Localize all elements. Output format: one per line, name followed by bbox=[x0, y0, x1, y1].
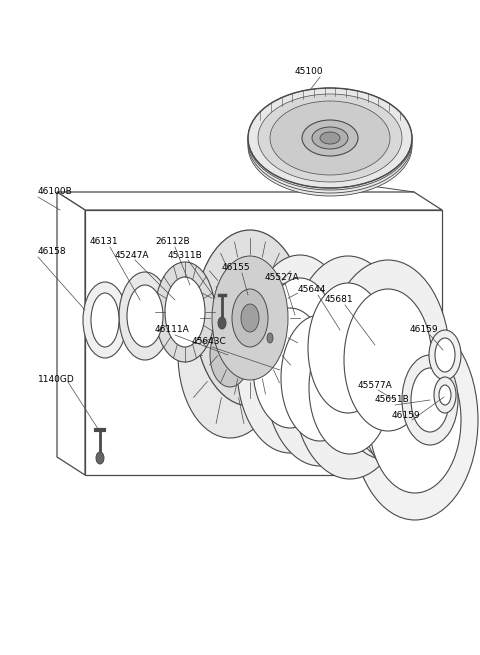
Ellipse shape bbox=[155, 262, 215, 362]
Text: 26112B: 26112B bbox=[155, 238, 190, 246]
Ellipse shape bbox=[333, 303, 447, 487]
Ellipse shape bbox=[119, 272, 171, 360]
Ellipse shape bbox=[309, 322, 391, 454]
Ellipse shape bbox=[281, 315, 359, 441]
Ellipse shape bbox=[350, 330, 430, 460]
Text: 46131: 46131 bbox=[90, 238, 119, 246]
Ellipse shape bbox=[210, 323, 250, 387]
Ellipse shape bbox=[293, 297, 407, 479]
Ellipse shape bbox=[265, 278, 335, 392]
Ellipse shape bbox=[248, 88, 412, 188]
Ellipse shape bbox=[127, 285, 163, 347]
Ellipse shape bbox=[411, 368, 449, 432]
Text: 46159: 46159 bbox=[392, 411, 420, 419]
Text: 45651B: 45651B bbox=[375, 396, 410, 405]
Text: 45681: 45681 bbox=[325, 295, 354, 305]
Ellipse shape bbox=[362, 339, 448, 477]
Polygon shape bbox=[57, 192, 85, 475]
Ellipse shape bbox=[165, 277, 205, 347]
Text: 1140GD: 1140GD bbox=[38, 375, 75, 384]
Ellipse shape bbox=[439, 385, 451, 405]
Text: 46155: 46155 bbox=[222, 263, 251, 272]
Ellipse shape bbox=[344, 289, 432, 431]
Text: 45527A: 45527A bbox=[265, 274, 300, 282]
Text: 45311B: 45311B bbox=[168, 250, 203, 259]
Ellipse shape bbox=[178, 272, 282, 438]
Ellipse shape bbox=[241, 304, 259, 332]
Ellipse shape bbox=[435, 338, 455, 372]
Polygon shape bbox=[57, 192, 442, 210]
Text: 46158: 46158 bbox=[38, 248, 67, 257]
Ellipse shape bbox=[345, 312, 465, 504]
Ellipse shape bbox=[83, 282, 127, 358]
Ellipse shape bbox=[212, 256, 288, 380]
Ellipse shape bbox=[270, 101, 390, 175]
Ellipse shape bbox=[308, 283, 388, 413]
Ellipse shape bbox=[291, 256, 405, 440]
Ellipse shape bbox=[232, 289, 268, 347]
Ellipse shape bbox=[250, 255, 350, 415]
Ellipse shape bbox=[258, 94, 402, 182]
Ellipse shape bbox=[369, 347, 461, 493]
Ellipse shape bbox=[302, 120, 358, 156]
Polygon shape bbox=[85, 210, 442, 475]
Ellipse shape bbox=[96, 452, 104, 464]
Ellipse shape bbox=[248, 90, 412, 190]
Ellipse shape bbox=[267, 333, 273, 343]
Text: 46111A: 46111A bbox=[155, 326, 190, 335]
Ellipse shape bbox=[248, 93, 412, 193]
Ellipse shape bbox=[312, 127, 348, 149]
Text: 45100: 45100 bbox=[295, 67, 324, 77]
Ellipse shape bbox=[352, 320, 478, 520]
Ellipse shape bbox=[429, 330, 461, 380]
Ellipse shape bbox=[218, 317, 226, 329]
Ellipse shape bbox=[326, 260, 450, 460]
Text: 46159: 46159 bbox=[410, 326, 439, 335]
Ellipse shape bbox=[91, 293, 119, 347]
Text: 46100B: 46100B bbox=[38, 187, 73, 196]
Ellipse shape bbox=[402, 355, 458, 445]
Ellipse shape bbox=[320, 132, 340, 144]
Text: 45577A: 45577A bbox=[358, 381, 393, 390]
Ellipse shape bbox=[237, 283, 343, 453]
Ellipse shape bbox=[248, 96, 412, 196]
Ellipse shape bbox=[434, 377, 456, 413]
Ellipse shape bbox=[253, 308, 327, 428]
Text: 45643C: 45643C bbox=[192, 337, 227, 346]
Ellipse shape bbox=[195, 230, 305, 406]
Ellipse shape bbox=[265, 290, 375, 466]
Text: 45247A: 45247A bbox=[115, 250, 149, 259]
Text: 45644: 45644 bbox=[298, 286, 326, 295]
